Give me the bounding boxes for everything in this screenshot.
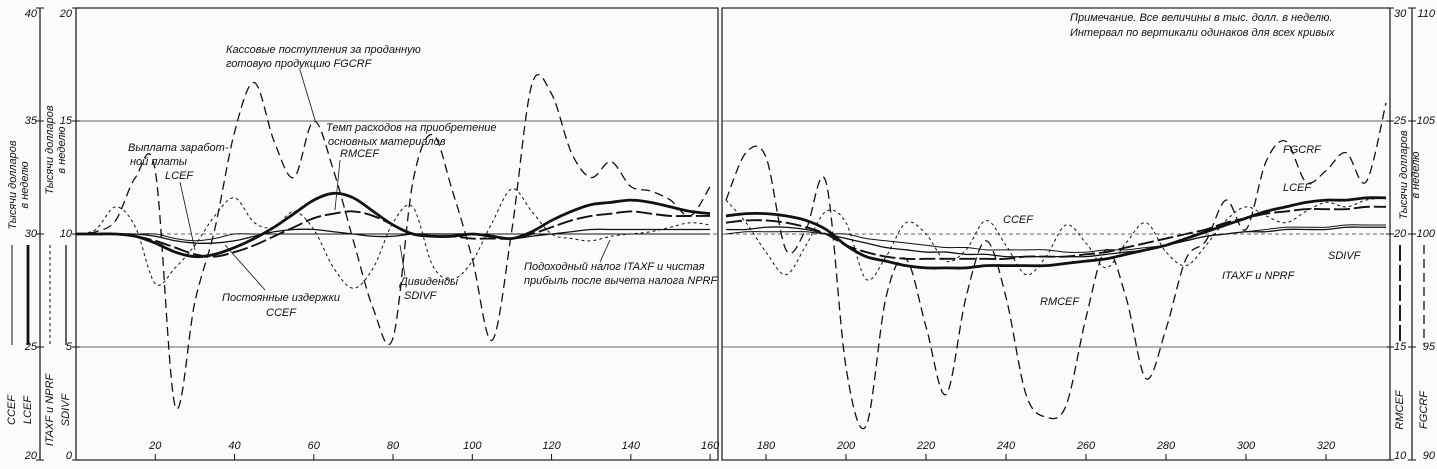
y-tick-label: 20 [59, 8, 73, 20]
series-line [725, 226, 1386, 258]
y-tick-label: 5 [66, 341, 73, 353]
y-tick-label: 110 [1417, 8, 1435, 20]
series-line [725, 196, 1387, 270]
y-tick-label: 105 [1417, 115, 1436, 127]
y-tick-label: 20 [1393, 228, 1407, 240]
legend-label: RMCEF [1394, 389, 1406, 429]
annotation: прибыль после вычета налога NPRF [524, 275, 718, 287]
series-line [725, 224, 1386, 253]
annotation: SDIVF [404, 290, 438, 302]
annotation: LCEF [165, 170, 194, 182]
x-tick-label: 160 [701, 440, 720, 452]
y-tick-label: 30 [1394, 8, 1407, 20]
y-tick-label: 10 [1394, 450, 1407, 462]
y-tick-label: 0 [66, 450, 73, 462]
x-tick-label: 60 [308, 440, 321, 452]
leader-line [399, 244, 406, 277]
annotation: Постоянные издержки [222, 292, 340, 304]
annotation: Кассовые поступления за проданную [226, 44, 421, 56]
series-line [75, 188, 711, 289]
leader-line [224, 244, 266, 291]
legend-label: CCEF [6, 394, 18, 425]
x-tick-label: 260 [1076, 440, 1096, 452]
series-line [725, 197, 1387, 281]
x-tick-label: 200 [836, 440, 856, 452]
annotation: Подоходный налог ITAXF и чистая [524, 261, 705, 273]
x-tick-label: 20 [148, 440, 162, 452]
annotation: Темп расходов на приобретение [326, 122, 496, 134]
note: Примечание. Все величины в тыс. долл. в … [1070, 12, 1332, 24]
note: Интервал по вертикали одинаков для всех … [1070, 27, 1335, 39]
x-tick-label: 100 [463, 440, 482, 452]
annotation: готовую продукцию FGCRF [226, 58, 373, 70]
leader-line [299, 69, 316, 121]
series-line [725, 102, 1387, 430]
legend-label: ITAXF и NPRF [44, 373, 56, 447]
axis-title: в неделю [1410, 151, 1422, 198]
leader-line [179, 181, 196, 251]
x-tick-label: 80 [387, 440, 400, 452]
axis-title: в неделю [56, 126, 68, 173]
x-tick-label: 140 [622, 440, 641, 452]
y-tick-label: 15 [1394, 341, 1407, 353]
axis-title: Тысячи долларов [1398, 130, 1410, 219]
series-label: RMCEF [1040, 296, 1080, 308]
annotation: Дивиденды [398, 276, 458, 288]
y-tick-label: 15 [60, 115, 73, 127]
y-tick-label: 90 [1423, 450, 1436, 462]
x-tick-label: 40 [228, 440, 241, 452]
annotation: CCEF [266, 307, 297, 319]
annotation: ной платы [130, 156, 187, 168]
leader-line [599, 239, 611, 263]
y-tick-label: 10 [60, 228, 73, 240]
series-label: CCEF [1003, 214, 1034, 226]
axis-title: в неделю [19, 161, 31, 208]
x-tick-label: 220 [916, 440, 936, 452]
series-line [725, 205, 1387, 260]
y-tick-label: 95 [1423, 341, 1436, 353]
series-line [76, 233, 711, 242]
series-line [76, 228, 711, 244]
y-tick-label: 25 [1393, 115, 1407, 127]
series-label: ITAXF и NPRF [1222, 270, 1296, 282]
leader-line [334, 159, 341, 211]
x-tick-label: 180 [757, 440, 776, 452]
legend-label: FGCRF [1418, 390, 1430, 429]
annotation: RMCEF [340, 148, 380, 160]
annotation: Выплата заработ- [128, 142, 229, 154]
annotation: основных материалов [328, 136, 446, 148]
x-tick-label: 300 [1237, 440, 1256, 452]
legend-label: LCEF [22, 395, 34, 424]
y-tick-label: 25 [24, 341, 38, 353]
x-tick-label: 240 [996, 440, 1016, 452]
series-line [76, 210, 711, 258]
y-tick-label: 30 [25, 228, 38, 240]
x-tick-label: 320 [1317, 440, 1336, 452]
axis-title: Тысячи долларов [44, 105, 56, 194]
axis-title: Тысячи долларов [7, 140, 19, 229]
x-tick-label: 280 [1156, 440, 1176, 452]
y-tick-label: 35 [25, 115, 38, 127]
series-label: SDIVF [1328, 250, 1362, 262]
y-tick-label: 100 [1417, 228, 1436, 240]
legend-label: SDIVF [60, 393, 72, 427]
series-label: LCEF [1283, 182, 1312, 194]
series-label: FGCRF [1283, 144, 1322, 156]
y-tick-label: 40 [25, 8, 38, 20]
y-tick-label: 20 [24, 450, 38, 462]
x-tick-label: 120 [542, 440, 561, 452]
